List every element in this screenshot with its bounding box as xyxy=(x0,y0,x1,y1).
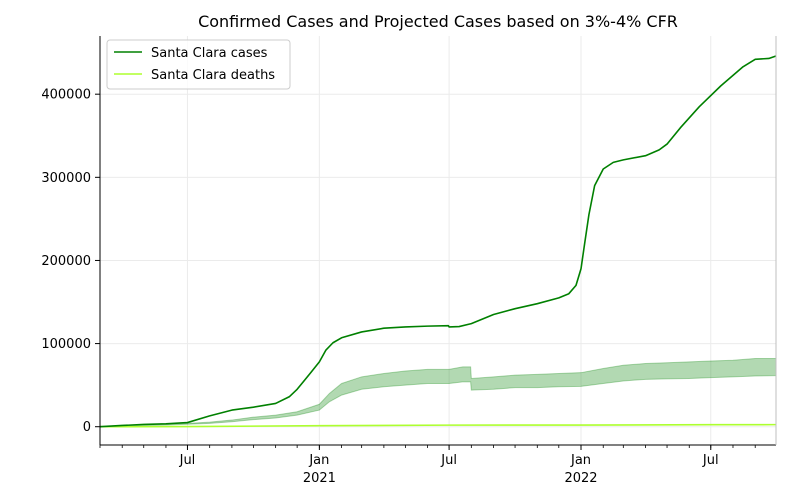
chart-title: Confirmed Cases and Projected Cases base… xyxy=(198,12,678,31)
x-tick-label: Jan xyxy=(570,453,591,468)
series-line-cases xyxy=(99,55,777,428)
y-tick-label: 0 xyxy=(83,420,91,435)
legend-box xyxy=(106,39,291,90)
tick-labels: Jul Jan 2021 Jul Jan 2022 Jul 0 100000 200000 3000… xyxy=(41,88,718,486)
y-tick-label: 100000 xyxy=(41,337,91,352)
x-tick-year-label: 2022 xyxy=(564,471,597,486)
x-tick-label: Jul xyxy=(179,453,196,468)
x-tick-label: Jan xyxy=(308,453,329,468)
legend-label-cases: Santa Clara cases xyxy=(151,46,268,61)
legend: Santa Clara cases Santa Clara deaths xyxy=(106,39,291,90)
x-tick-label: Jul xyxy=(702,453,719,468)
x-tick-label: Jul xyxy=(440,453,457,468)
x-tick-year-label: 2021 xyxy=(303,471,336,486)
y-tick-label: 200000 xyxy=(41,254,91,269)
axes xyxy=(95,36,777,450)
series-layer xyxy=(99,55,777,428)
legend-label-deaths: Santa Clara deaths xyxy=(151,68,275,83)
y-tick-label: 400000 xyxy=(41,88,91,103)
series-line-deaths xyxy=(99,423,777,428)
y-tick-label: 300000 xyxy=(41,171,91,186)
